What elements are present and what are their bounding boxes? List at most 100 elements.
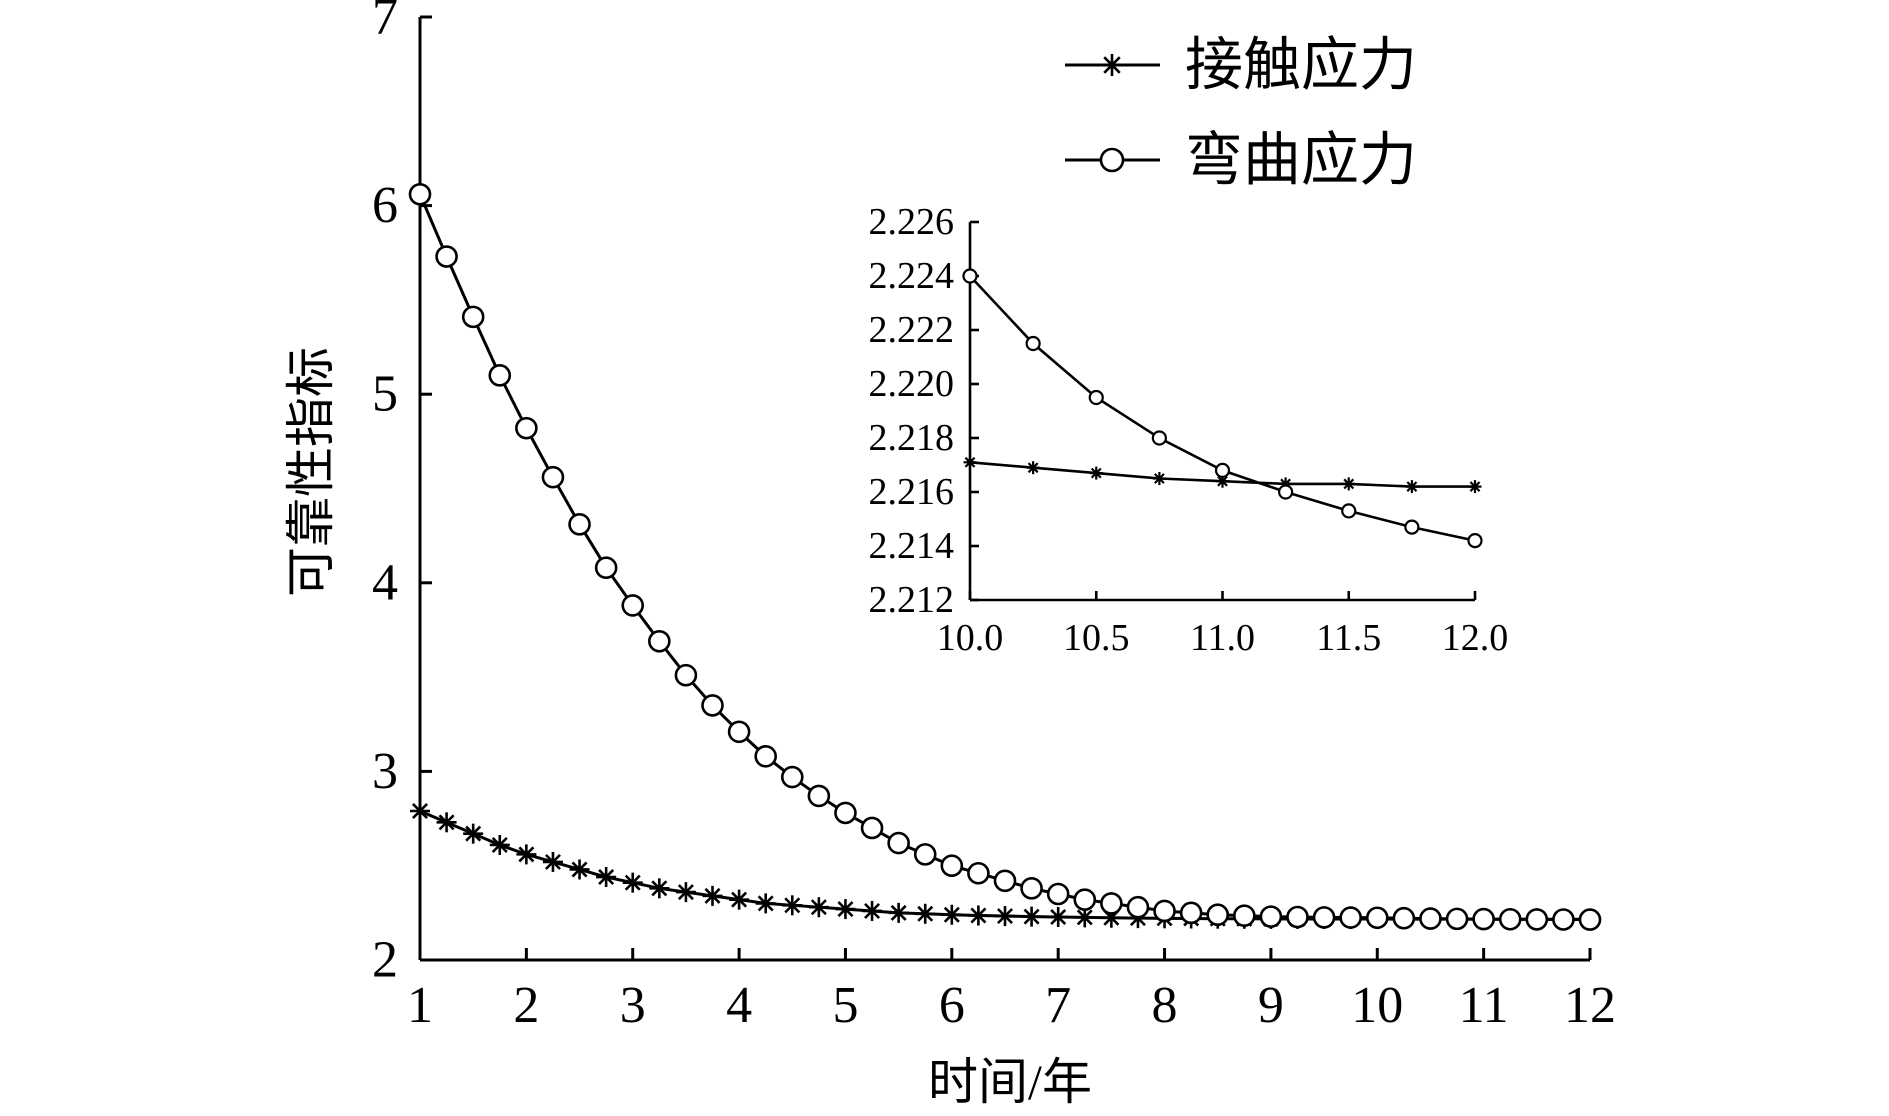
main-data-point-stroke: [518, 846, 535, 863]
inset-data-point-stroke: [1027, 462, 1039, 474]
main-x-tick-label: 6: [939, 977, 965, 1034]
main-data-point: [1525, 908, 1549, 931]
main-data-point: [729, 889, 750, 910]
main-data-point: [860, 816, 884, 840]
main-series-contact-stress: [410, 801, 1600, 930]
main-data-point: [1312, 906, 1336, 929]
inset-y-tick-label: 2.226: [869, 201, 955, 243]
inset-data-point: [1025, 335, 1041, 352]
inset-y-tick-label: 2.220: [869, 363, 955, 405]
inset-series-line: [969, 275, 1476, 542]
main-data-point: [780, 765, 804, 789]
main-data-point-stroke: [943, 906, 960, 923]
main-data-point: [727, 720, 751, 744]
main-data-point: [1233, 904, 1256, 927]
main-data-point-stroke: [784, 897, 801, 914]
main-data-point: [1179, 901, 1203, 925]
main-data-point: [1100, 892, 1123, 915]
main-data-point-stroke: [598, 869, 615, 886]
main-data-point: [489, 834, 510, 855]
main-data-point: [410, 801, 430, 822]
main-data-point: [941, 904, 962, 925]
inset-data-point-stroke: [1469, 481, 1481, 492]
main-data-point: [622, 872, 643, 893]
main-y-tick-label: 3: [372, 743, 398, 800]
main-data-point-stroke: [997, 908, 1013, 925]
main-data-point: [702, 885, 723, 906]
main-data-point-stroke: [438, 814, 455, 831]
inset-data-point-stroke: [1343, 478, 1355, 490]
main-data-point: [915, 903, 936, 924]
main-data-point: [835, 899, 856, 920]
main-data-point: [408, 182, 432, 206]
main-data-point: [1020, 877, 1043, 900]
main-y-tick-label: 5: [372, 366, 398, 423]
main-x-tick-label: 1: [407, 977, 433, 1034]
inset-data-point: [1214, 462, 1231, 478]
inset-data-point-stroke: [1090, 467, 1102, 479]
main-data-point: [648, 629, 671, 653]
main-data-point: [1046, 882, 1070, 906]
main-y-tick-label: 6: [372, 177, 398, 234]
main-series-line: [418, 193, 1591, 922]
main-data-point-stroke: [731, 891, 748, 908]
inset-series-bending-stress: [962, 268, 1483, 549]
asterisk-marker-icon: [1101, 54, 1123, 76]
main-series-line: [419, 809, 1590, 921]
inset-data-point-stroke: [964, 456, 976, 468]
main-data-point: [541, 465, 565, 489]
main-data-point: [913, 843, 937, 866]
legend-item-bending-stress: 弯曲应力: [1065, 128, 1417, 193]
main-data-point: [834, 801, 857, 825]
main-data-point: [1021, 906, 1042, 927]
main-data-point: [515, 416, 538, 440]
main-data-point: [1419, 907, 1442, 930]
inset-data-point: [1342, 477, 1356, 491]
y-axis-label: 可靠性指标: [283, 347, 339, 597]
main-x-tick-label: 10: [1351, 977, 1403, 1034]
main-data-point: [1259, 905, 1283, 928]
inset-y-tick-label: 2.214: [869, 525, 955, 567]
main-data-point-stroke: [970, 907, 987, 924]
main-data-point-stroke: [864, 902, 881, 919]
inset-y-tick-label: 2.224: [869, 255, 955, 297]
main-data-point: [1578, 908, 1602, 931]
main-data-point-stroke: [624, 874, 641, 891]
legend-label: 接触应力: [1185, 33, 1417, 98]
main-data-point: [701, 694, 724, 717]
inset-data-point: [1151, 430, 1167, 446]
main-data-point: [674, 663, 698, 687]
main-data-point-stroke: [757, 895, 774, 912]
main-data-point: [596, 867, 617, 888]
main-data-point: [649, 878, 670, 899]
main-data-point-stroke: [810, 899, 827, 916]
main-data-point: [461, 305, 485, 329]
main-data-point: [1074, 907, 1095, 928]
main-data-point: [808, 897, 829, 918]
legend-item-contact-stress: 接触应力: [1065, 33, 1417, 98]
main-data-point-stroke: [890, 904, 907, 921]
main-data-point: [1445, 907, 1469, 931]
main-data-point-stroke: [677, 884, 694, 901]
main-data-point-stroke: [917, 905, 934, 922]
main-data-point: [940, 854, 964, 878]
inset-y-tick-label: 2.216: [869, 471, 955, 513]
main-y-tick-label: 4: [372, 554, 398, 611]
inset-data-point: [1089, 466, 1103, 480]
main-data-point: [542, 851, 563, 872]
main-data-point: [516, 844, 537, 865]
main-data-point: [967, 861, 990, 885]
inset-data-point: [1152, 472, 1166, 485]
main-data-point: [568, 513, 591, 536]
inset-data-point: [1405, 480, 1419, 494]
main-data-point-stroke: [651, 880, 668, 897]
asterisk-marker-icon-stroke: [1103, 56, 1121, 74]
main-data-point-stroke: [465, 825, 482, 842]
inset-data-point: [1088, 389, 1104, 406]
inset-y-tick-label: 2.222: [869, 309, 955, 351]
main-data-point: [463, 823, 484, 844]
main-data-point-stroke: [571, 861, 588, 878]
